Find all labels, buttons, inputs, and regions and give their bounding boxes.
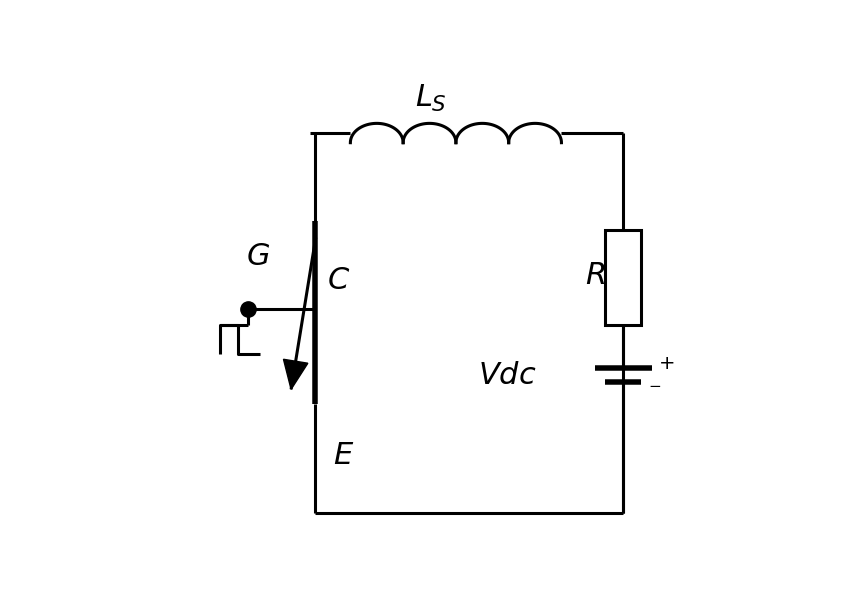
Bar [605, 230, 641, 325]
Text: $R$: $R$ [584, 260, 605, 291]
Text: $Vdc$: $Vdc$ [478, 360, 537, 391]
Text: $C$: $C$ [327, 265, 350, 296]
Text: $E$: $E$ [333, 440, 354, 471]
Text: −: − [648, 379, 661, 394]
Text: +: + [659, 354, 675, 373]
Polygon shape [283, 359, 308, 389]
Text: $L_S$: $L_S$ [415, 83, 447, 114]
Text: $G$: $G$ [246, 241, 270, 272]
